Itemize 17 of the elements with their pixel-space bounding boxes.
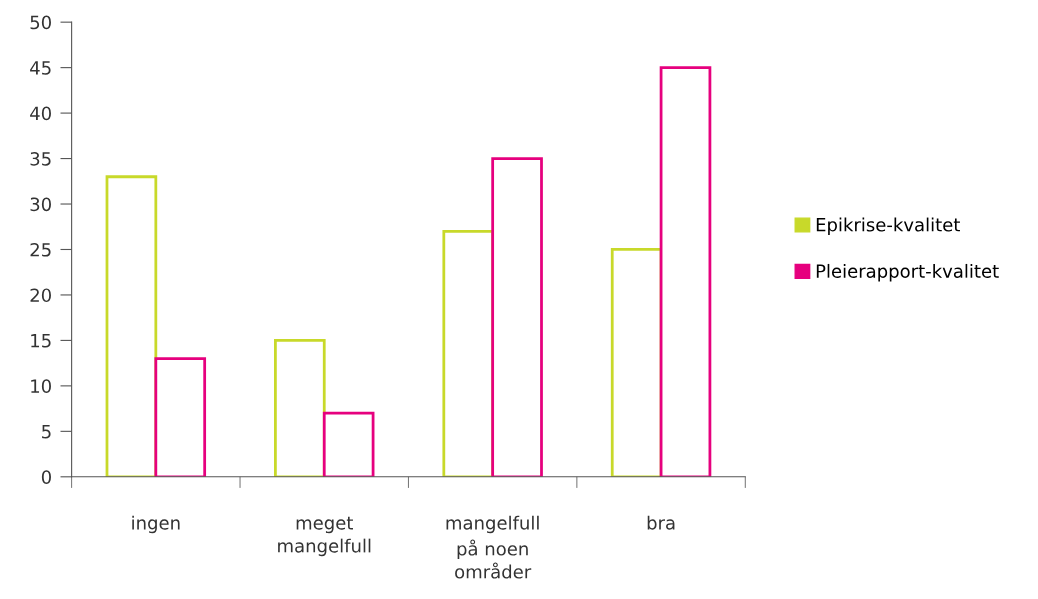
x-tick-label: meget mangelfull: [278, 516, 371, 557]
legend-label: Epikrise-kvalitet: [816, 217, 960, 236]
x-tick-label: ingen: [132, 515, 180, 534]
y-tick-label: 5: [42, 425, 51, 439]
y-tick-label: 50: [30, 15, 51, 30]
y-tick-label: 40: [30, 106, 51, 121]
y-tick-label: 0: [41, 470, 51, 484]
y-tick-label: 35: [30, 152, 51, 166]
y-tick-label: 25: [30, 242, 51, 257]
y-tick-label: 15: [31, 334, 51, 348]
y-tick-label: 20: [30, 288, 51, 303]
y-tick-label: 10: [31, 379, 51, 393]
x-tick-label: bra: [647, 515, 675, 530]
y-tick-label: 30: [30, 197, 51, 212]
x-tick-label: mangelfull på noen områder: [446, 515, 539, 579]
y-tick-label: 45: [30, 61, 51, 75]
legend-label: Pleierapport-kvalitet: [816, 263, 999, 282]
